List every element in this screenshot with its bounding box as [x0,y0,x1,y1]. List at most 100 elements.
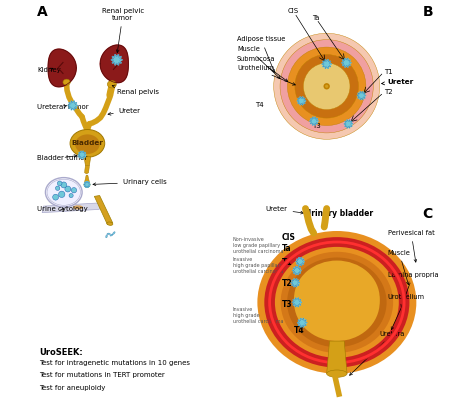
Circle shape [57,181,62,186]
Text: T3: T3 [282,300,292,309]
Polygon shape [291,279,300,287]
Text: Ureter: Ureter [265,207,303,214]
Text: C: C [422,207,433,220]
Text: Urethra: Urethra [350,331,405,375]
Polygon shape [111,54,122,65]
Polygon shape [344,120,353,128]
Text: Adipose tissue: Adipose tissue [237,36,285,72]
Ellipse shape [294,261,380,336]
Polygon shape [78,151,86,159]
Polygon shape [68,101,78,110]
Ellipse shape [46,178,82,207]
Polygon shape [322,59,332,69]
Text: CIS: CIS [282,234,296,243]
Text: Ureteral tumor: Ureteral tumor [37,103,89,110]
Ellipse shape [73,205,83,209]
Text: T4: T4 [294,326,305,335]
Ellipse shape [281,252,393,353]
Circle shape [280,40,374,133]
Ellipse shape [257,231,416,374]
Text: CIS: CIS [288,8,299,14]
Text: Urinary bladder: Urinary bladder [305,209,373,218]
Polygon shape [292,298,302,307]
Text: T1: T1 [282,258,292,267]
Ellipse shape [110,234,113,236]
Text: T2: T2 [384,90,393,95]
Circle shape [53,194,58,200]
Text: Test for aneuploidy: Test for aneuploidy [39,384,106,391]
Circle shape [71,187,77,193]
Polygon shape [357,91,366,100]
Circle shape [325,85,328,88]
Circle shape [62,183,66,187]
Circle shape [323,83,330,90]
Ellipse shape [264,237,410,368]
Text: Ta: Ta [282,244,292,253]
Text: Ureter: Ureter [108,108,141,115]
Polygon shape [84,165,90,174]
Polygon shape [297,318,307,327]
Text: Test for intragenetic mutations in 10 genes: Test for intragenetic mutations in 10 ge… [39,360,190,366]
Text: T1: T1 [384,69,393,75]
Text: Submucosa: Submucosa [237,56,288,81]
Polygon shape [342,58,351,67]
Ellipse shape [107,233,110,235]
Text: Ureter: Ureter [382,79,414,85]
Text: Invasive
high grade
urothelial carcinoma: Invasive high grade urothelial carcinoma [233,307,283,324]
Text: Perivesical fat: Perivesical fat [388,230,435,262]
Text: A: A [37,5,48,19]
Text: Invasive
high grade papillary
urothelial carcinoma: Invasive high grade papillary urothelial… [233,257,283,274]
Polygon shape [84,175,90,187]
Polygon shape [100,45,128,83]
Polygon shape [42,203,100,213]
Circle shape [59,192,64,197]
Text: Lamina propria: Lamina propria [388,272,438,307]
Text: T3: T3 [312,123,321,129]
Polygon shape [292,266,301,275]
Circle shape [295,54,358,118]
Text: Kidney: Kidney [37,67,61,73]
Ellipse shape [63,79,70,85]
Circle shape [65,187,70,191]
Polygon shape [84,157,91,165]
Polygon shape [296,257,305,266]
Ellipse shape [275,247,399,358]
Text: T2: T2 [282,279,292,288]
Polygon shape [310,117,319,126]
Polygon shape [94,196,113,225]
Ellipse shape [107,222,113,225]
Text: Renal pelvis: Renal pelvis [112,85,159,95]
Text: Test for mutations in TERT promoter: Test for mutations in TERT promoter [39,373,165,378]
Polygon shape [327,341,347,374]
Text: Non-invasive
low grade papillary
urothelial carcinoma: Non-invasive low grade papillary urothel… [233,237,283,254]
Text: Urine cytology: Urine cytology [37,207,88,212]
Text: Urothelium: Urothelium [388,294,425,330]
Ellipse shape [106,235,108,238]
Text: Bladder tumor: Bladder tumor [37,155,88,161]
Text: Urinary cells: Urinary cells [93,179,167,186]
Ellipse shape [108,81,116,88]
Ellipse shape [294,264,380,341]
Text: UroSEEK:: UroSEEK: [39,348,83,357]
Text: Ta: Ta [312,15,320,21]
Polygon shape [84,182,90,188]
Ellipse shape [270,242,404,363]
Text: Muscle: Muscle [388,249,410,285]
Text: Urothelium: Urothelium [237,65,295,85]
Circle shape [69,193,73,198]
Text: Renal pelvic
tumor: Renal pelvic tumor [102,8,144,53]
Ellipse shape [70,130,105,157]
Ellipse shape [287,258,387,347]
Ellipse shape [113,231,115,234]
Circle shape [303,63,350,110]
Ellipse shape [75,135,100,154]
Ellipse shape [47,179,81,205]
Text: B: B [422,5,433,19]
Circle shape [55,186,60,191]
Ellipse shape [327,370,347,378]
Text: Bladder: Bladder [72,139,103,146]
Circle shape [287,47,366,126]
Text: Muscle: Muscle [237,46,280,79]
Polygon shape [48,49,76,87]
Text: T4: T4 [255,101,264,108]
